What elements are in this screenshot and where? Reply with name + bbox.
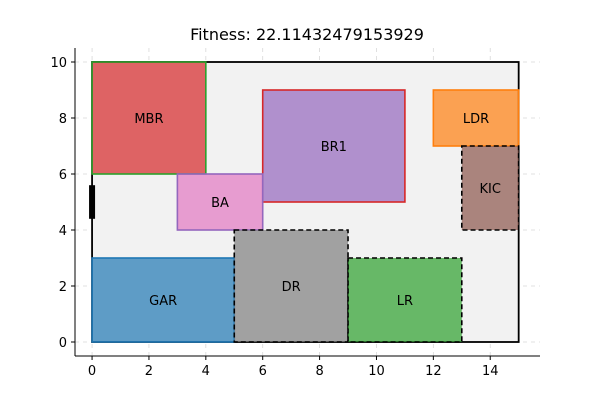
room-label: MBR bbox=[134, 112, 163, 127]
y-tick-label: 8 bbox=[59, 112, 67, 127]
room-label: LR bbox=[397, 294, 413, 309]
ticks: 0 2 4 6 8 10 12 14 0 2 4 6 8 10 bbox=[50, 56, 498, 379]
x-tick-label: 10 bbox=[368, 364, 385, 379]
axes bbox=[74, 48, 540, 357]
y-tick-label: 0 bbox=[59, 336, 67, 351]
room-label: LDR bbox=[463, 112, 489, 127]
x-tick-label: 2 bbox=[145, 364, 153, 379]
x-tick-label: 6 bbox=[259, 364, 267, 379]
y-tick-label: 4 bbox=[59, 224, 67, 239]
y-tick-label: 2 bbox=[59, 280, 67, 295]
rooms: MBR BR1 LDR KIC BA GAR DR LR bbox=[91, 61, 520, 343]
x-tick-label: 0 bbox=[88, 364, 96, 379]
room-label: DR bbox=[282, 280, 301, 295]
x-tick-label: 8 bbox=[315, 364, 323, 379]
room-rect bbox=[347, 257, 463, 343]
room-rect bbox=[176, 173, 264, 231]
room-rect bbox=[432, 89, 520, 147]
chart-title: Fitness: 22.11432479153929 bbox=[190, 25, 424, 44]
x-tick-label: 14 bbox=[482, 364, 499, 379]
room-rect bbox=[91, 61, 207, 175]
y-tick-label: 6 bbox=[59, 168, 67, 183]
entrance-marker bbox=[89, 185, 96, 219]
x-tick-label: 12 bbox=[425, 364, 442, 379]
room-label: BA bbox=[211, 196, 229, 211]
entrance bbox=[89, 185, 96, 219]
room-rect bbox=[233, 229, 349, 343]
room-label: GAR bbox=[149, 294, 177, 309]
room-rect bbox=[460, 145, 520, 231]
room-rect bbox=[261, 89, 406, 203]
y-tick-label: 10 bbox=[50, 56, 67, 71]
room-label: KIC bbox=[480, 182, 501, 197]
room-label: BR1 bbox=[321, 140, 347, 155]
x-tick-label: 4 bbox=[202, 364, 210, 379]
